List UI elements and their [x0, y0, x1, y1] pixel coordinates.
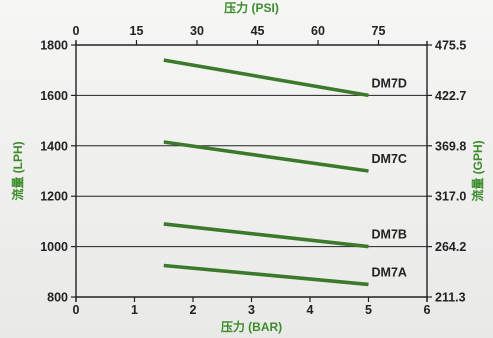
y-right-tick-label-422.7: 422.7	[435, 89, 466, 103]
bottom-axis-title: 压力 (BAR)	[221, 319, 282, 334]
series-lines	[163, 58, 369, 287]
top-axis-title: 压力 (PSI)	[224, 0, 279, 15]
x-top-tick-label-0: 0	[73, 24, 80, 38]
y-right-tick-label-369.8: 369.8	[435, 139, 466, 153]
x-bottom-tick-label-5: 5	[365, 303, 372, 317]
y-right-tick-label-317.0: 317.0	[435, 190, 466, 204]
axis-titles: 压力 (PSI) 压力 (BAR) 流量 (LPH) 流量 (GPH)	[10, 0, 485, 334]
x-top-tick-label-75: 75	[372, 24, 386, 38]
x-top-tick-label-45: 45	[251, 24, 265, 38]
x-bottom-tick-label-1: 1	[131, 303, 138, 317]
x-top-tick-label-60: 60	[311, 24, 325, 38]
axes	[71, 40, 432, 302]
series-line-dm7c	[163, 140, 369, 173]
series-label-dm7b: DM7B	[372, 228, 407, 242]
y-right-tick-label-264.2: 264.2	[435, 240, 466, 254]
series-line-dm7b	[163, 222, 369, 249]
x-bottom-tick-label-6: 6	[424, 303, 431, 317]
y-left-tick-label-1800: 1800	[40, 39, 68, 53]
series-label-dm7d: DM7D	[372, 76, 407, 90]
x-bottom-tick-label-2: 2	[190, 303, 197, 317]
y-left-tick-label-1400: 1400	[40, 139, 68, 153]
x-bottom-tick-label-0: 0	[73, 303, 80, 317]
y-left-tick-label-1000: 1000	[40, 240, 68, 254]
x-top-tick-label-30: 30	[190, 24, 204, 38]
series-label-dm7c: DM7C	[372, 152, 407, 166]
tick-labels: 80010001200140016001800211.3264.2317.036…	[40, 24, 466, 317]
series-label-dm7a: DM7A	[372, 265, 407, 279]
y-left-tick-label-1200: 1200	[40, 190, 68, 204]
x-top-tick-label-15: 15	[130, 24, 144, 38]
x-bottom-tick-label-3: 3	[248, 303, 255, 317]
y-right-tick-label-211.3: 211.3	[435, 291, 466, 305]
left-axis-title: 流量 (LPH)	[10, 141, 25, 200]
y-right-tick-label-475.5: 475.5	[435, 39, 466, 53]
y-left-tick-label-1600: 1600	[40, 89, 68, 103]
series-line-dm7d	[163, 58, 369, 98]
x-bottom-tick-label-4: 4	[307, 303, 314, 317]
series-labels: DM7D DM7C DM7B DM7A	[372, 76, 407, 279]
y-left-tick-label-800: 800	[47, 291, 68, 305]
right-axis-title: 流量 (GPH)	[470, 140, 485, 201]
series-line-dm7a	[163, 263, 369, 287]
gridlines	[76, 94, 427, 248]
